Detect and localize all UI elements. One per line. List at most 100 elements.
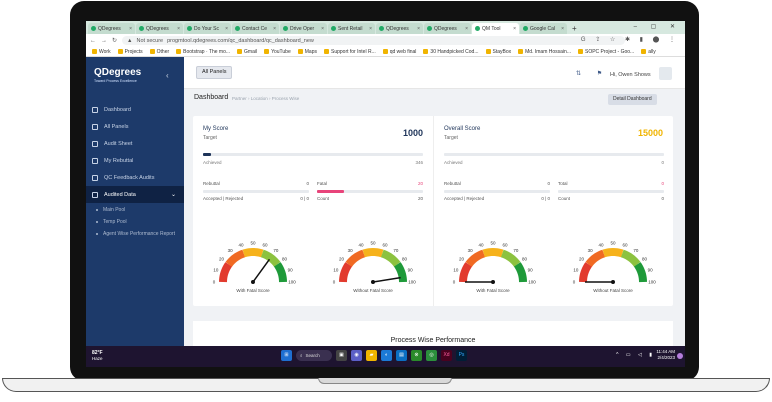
- browser-tab[interactable]: Contact Ce ×: [232, 23, 279, 34]
- bookmark-item[interactable]: StayBox: [485, 49, 511, 55]
- close-tab-icon[interactable]: ×: [321, 25, 324, 32]
- bookmark-item[interactable]: Projects: [117, 49, 143, 55]
- achieved-row: Achieved 0: [444, 160, 664, 165]
- gauge-tick-label: 70: [393, 248, 399, 253]
- gauge-tick-label: 80: [522, 257, 528, 262]
- close-tab-icon[interactable]: ×: [273, 25, 276, 32]
- file-explorer-icon[interactable]: ▰: [366, 350, 377, 361]
- gauge-tick-label: 50: [250, 241, 256, 246]
- browser-tab[interactable]: QDegrees ×: [376, 23, 423, 34]
- detail-dashboard-button[interactable]: Detail Dashboard: [608, 94, 657, 105]
- user-greeting[interactable]: Hi, Owen Shows: [610, 72, 651, 78]
- collapse-sidebar-icon[interactable]: ‹: [166, 71, 169, 80]
- all-panels-button[interactable]: All Panels: [196, 66, 233, 79]
- close-tab-icon[interactable]: ×: [177, 25, 180, 32]
- back-icon[interactable]: ←: [90, 37, 96, 44]
- fatal-value: 20: [417, 181, 423, 186]
- bookmark-item[interactable]: SOPC Project - Goo...: [578, 49, 634, 55]
- avatar[interactable]: [659, 67, 672, 80]
- teams-chat-icon[interactable]: ◉: [351, 350, 362, 361]
- address-bar: ← → ↻ ▲ Not secure progmtool.qdegrees.co…: [86, 34, 685, 47]
- gauge-tick-label: 70: [273, 248, 279, 253]
- sidebar-item-audited-data[interactable]: Audited Data ⌄: [86, 186, 184, 203]
- sidebar-item-qc-feedback-audits[interactable]: QC Feedback Audits: [86, 169, 184, 186]
- bookmark-icon: [237, 49, 243, 54]
- browser-tab[interactable]: QM Tool ×: [472, 23, 519, 34]
- adobe-xd-icon[interactable]: Xd: [441, 350, 452, 361]
- sidebar-subitem[interactable]: Agent Wise Performance Report: [86, 231, 184, 243]
- browser-tab[interactable]: Drive Oper ×: [280, 23, 327, 34]
- bookmark-item[interactable]: Bootstrap · The mo...: [176, 49, 230, 55]
- score-gauge: 0 10 20 30 40 50 60 70 80 90 100 Without Fatal Scor…: [323, 228, 423, 298]
- windows-start-icon[interactable]: ⊞: [281, 350, 292, 361]
- achieved-label: Achieved: [444, 160, 463, 165]
- bookmark-item[interactable]: Work: [92, 49, 111, 55]
- gauge-hub: [611, 280, 615, 284]
- breadcrumb-path[interactable]: Partner › Location › Process Wise: [232, 96, 300, 101]
- browser-tab[interactable]: QDegrees ×: [136, 23, 183, 34]
- gauge-tick-label: 90: [648, 267, 654, 272]
- browser-tab[interactable]: Sent Retail ×: [328, 23, 375, 34]
- gauge-tick-label: 0: [573, 280, 576, 285]
- sidebar-subitem[interactable]: Temp Pool: [86, 219, 184, 231]
- browser-tab[interactable]: Do Your Sc ×: [184, 23, 231, 34]
- browser-tab[interactable]: Google Cal ×: [520, 23, 567, 34]
- screen: QDegrees × QDegrees × Do Your Sc × Contact Ce ×…: [86, 21, 685, 367]
- close-tab-icon[interactable]: ×: [465, 25, 468, 32]
- browser-extension-icons[interactable]: G ⇪ ☆ ✱ ▮ ⬤ ⋮: [580, 37, 679, 43]
- gauge-band: [380, 249, 401, 267]
- forward-icon[interactable]: →: [101, 37, 107, 44]
- notification-icon[interactable]: [677, 353, 683, 359]
- gauge-band: [620, 249, 641, 267]
- bookmark-item[interactable]: Support for Intel R...: [323, 49, 376, 55]
- bookmark-item[interactable]: Md. Imam Hossain...: [518, 49, 571, 55]
- new-tab-icon[interactable]: +: [572, 24, 577, 33]
- clock[interactable]: 11:44 AM 2/4/2023: [656, 349, 675, 361]
- sidebar-subitem[interactable]: Main Pool: [86, 207, 184, 219]
- tab-favicon-icon: [331, 26, 336, 31]
- topbar-icons[interactable]: ⇅ ⚑: [576, 71, 610, 77]
- photoshop-icon[interactable]: Ps: [456, 350, 467, 361]
- xbox-icon[interactable]: ⊗: [411, 350, 422, 361]
- browser-tab[interactable]: QDegrees ×: [424, 23, 471, 34]
- close-tab-icon[interactable]: ×: [417, 25, 420, 32]
- chevron-down-icon: ⌄: [170, 192, 176, 198]
- window-controls[interactable]: ‒ ▢ ✕: [633, 24, 681, 30]
- bookmark-item[interactable]: Other: [149, 49, 169, 55]
- browser-tab[interactable]: QDegrees ×: [88, 23, 135, 34]
- gauge-tick-label: 90: [288, 267, 294, 272]
- task-view-icon[interactable]: ▣: [336, 350, 347, 361]
- edge-icon[interactable]: ◐: [381, 350, 392, 361]
- taskbar-search[interactable]: ⌕ Search: [296, 350, 332, 361]
- bookmark-item[interactable]: 30 Handpicked Cod...: [423, 49, 479, 55]
- bookmark-item[interactable]: ally: [641, 49, 656, 55]
- gauge-tick-label: 90: [408, 267, 414, 272]
- close-tab-icon[interactable]: ×: [225, 25, 228, 32]
- bookmark-item[interactable]: Gmail: [237, 49, 257, 55]
- bookmark-item[interactable]: YouTube: [264, 49, 291, 55]
- chrome-icon[interactable]: ◎: [426, 350, 437, 361]
- bookmark-item[interactable]: Maps: [297, 49, 317, 55]
- close-tab-icon[interactable]: ×: [369, 25, 372, 32]
- sidebar-item-label: Audited Data: [104, 191, 136, 198]
- gauge-caption: Without Fatal Score: [353, 288, 393, 293]
- date: 2/4/2023: [657, 355, 675, 360]
- close-tab-icon[interactable]: ×: [129, 25, 132, 32]
- sidebar-item-dashboard[interactable]: Dashboard: [86, 101, 184, 118]
- sidebar-item-all-panels[interactable]: All Panels: [86, 118, 184, 135]
- system-tray-icons[interactable]: ^ ▭ ◁ ▮: [616, 352, 655, 358]
- sidebar-item-audit-sheet[interactable]: Audit Sheet: [86, 135, 184, 152]
- close-tab-icon[interactable]: ×: [561, 25, 564, 32]
- url-field[interactable]: ▲ Not secure progmtool.qdegrees.com/qc_d…: [122, 36, 625, 45]
- weather-widget[interactable]: 82°F Haze: [92, 350, 103, 362]
- score-gauge: 0 10 20 30 40 50 60 70 80 90 100 Without Fatal Scor…: [563, 228, 663, 298]
- gauge-tick-label: 20: [579, 257, 585, 262]
- close-tab-icon[interactable]: ×: [513, 25, 516, 32]
- reload-icon[interactable]: ↻: [112, 38, 118, 44]
- bookmark-item[interactable]: qd web final: [382, 49, 416, 55]
- sidebar-item-my-rebuttal[interactable]: My Rebuttal: [86, 152, 184, 169]
- tab-favicon-icon: [475, 26, 480, 31]
- count-label: Count: [317, 196, 330, 201]
- target-value: 1000: [402, 128, 423, 138]
- store-icon[interactable]: ▤: [396, 350, 407, 361]
